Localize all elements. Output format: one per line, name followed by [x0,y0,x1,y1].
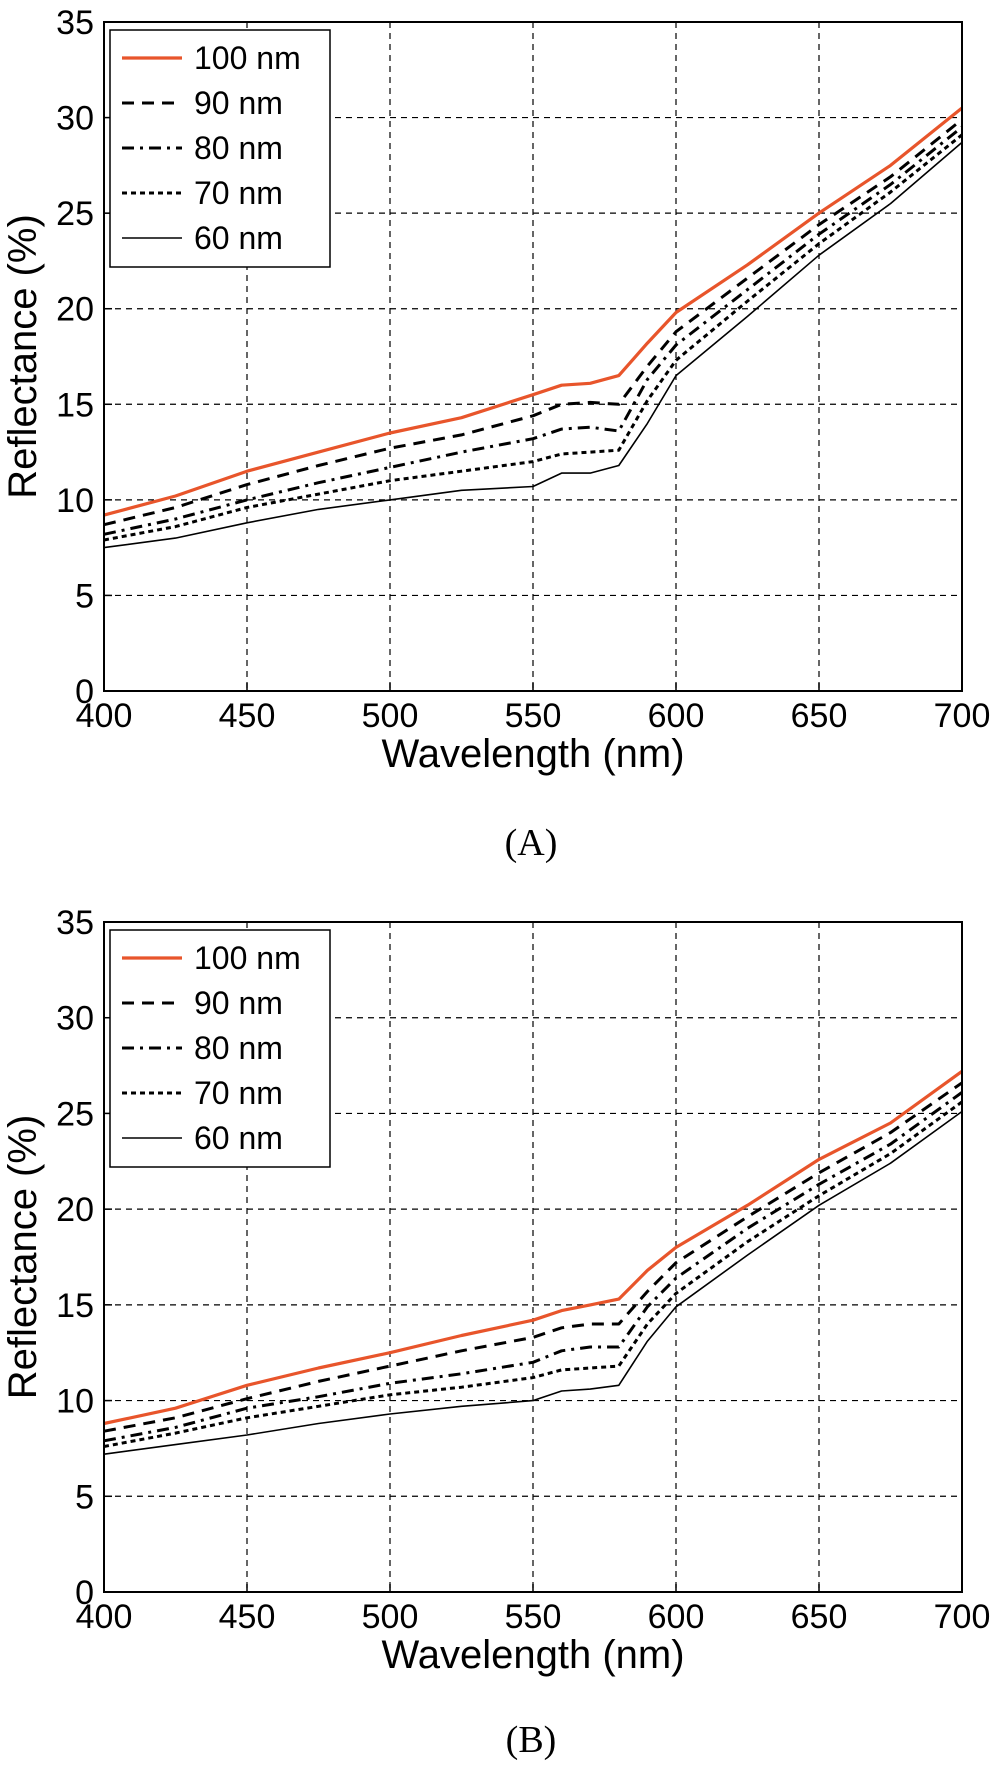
y-tick-label: 20 [56,1191,94,1229]
y-tick-label: 15 [56,1287,94,1325]
x-tick-label: 500 [362,1598,419,1636]
y-tick-label: 10 [56,1383,94,1421]
y-tick-label: 30 [56,100,94,138]
legend-entry: 80 nm [194,130,283,166]
series-line-70-nm [103,1100,963,1448]
legend-entry: 70 nm [194,175,283,211]
y-tick-label: 35 [56,904,94,942]
legend: 100 nm 90 nm 80 nm 70 nm 60 nm [109,29,331,268]
x-tick-label: 600 [648,697,705,735]
x-tick-label: 400 [76,1598,133,1636]
series-line-60-nm [103,141,963,549]
x-tick-label: 700 [934,1598,991,1636]
chart-panel-a: 400 450 500 550 600 650 700 0 5 10 15 20 25 30 35 100 n… [1,4,990,864]
legend-entry: 100 nm [194,40,301,76]
legend-entry: 90 nm [194,985,283,1021]
legend: 100 nm 90 nm 80 nm 70 nm 60 nm [109,929,331,1168]
series-line-80-nm [103,125,963,536]
y-tick-label: 5 [75,577,94,615]
panel-label: (A) [505,822,558,864]
x-tick-label: 650 [791,1598,848,1636]
legend-entry: 80 nm [194,1030,283,1066]
y-tick-label: 10 [56,482,94,520]
y-tick-label: 15 [56,386,94,424]
y-tick-label: 0 [75,673,94,711]
axes-frame [103,921,963,1593]
x-tick-label: 550 [505,697,562,735]
x-tick-label: 650 [791,697,848,735]
legend-entry: 60 nm [194,1120,283,1156]
legend-box [109,29,331,268]
y-tick-label: 5 [75,1478,94,1516]
chart-panel-b: 400 450 500 550 600 650 700 0 5 10 15 20 25 30 35 100 n… [1,904,990,1761]
series-line-100-nm [103,1070,963,1426]
series-line-90-nm [103,1081,963,1433]
y-tick-label: 0 [75,1574,94,1612]
x-axis-label: Wavelength (nm) [381,1633,684,1677]
series-line-60-nm [103,1110,963,1455]
series-line-70-nm [103,133,963,542]
y-axis-label: Reflectance (%) [1,214,45,499]
x-tick-label: 400 [76,697,133,735]
legend-entry: 60 nm [194,220,283,256]
series-line-100-nm [103,106,964,517]
y-tick-label: 30 [56,1000,94,1038]
axes-frame [103,21,963,692]
y-axis-label: Reflectance (%) [1,1115,45,1400]
legend-entry: 70 nm [194,1075,283,1111]
legend-entry: 90 nm [194,85,283,121]
x-tick-label: 450 [219,697,276,735]
x-tick-label: 600 [648,1598,705,1636]
x-tick-label: 500 [362,697,419,735]
y-tick-label: 25 [56,195,94,233]
y-tick-label: 25 [56,1095,94,1133]
y-tick-label: 35 [56,4,94,42]
y-tick-label: 20 [56,291,94,329]
x-tick-label: 700 [934,697,991,735]
x-tick-label: 450 [219,1598,276,1636]
x-tick-label: 550 [505,1598,562,1636]
x-axis-label: Wavelength (nm) [381,732,684,776]
panel-label: (B) [506,1719,557,1761]
series-line-80-nm [103,1091,963,1443]
legend-entry: 100 nm [194,940,301,976]
series-line-90-nm [103,118,963,527]
legend-box [109,929,331,1168]
